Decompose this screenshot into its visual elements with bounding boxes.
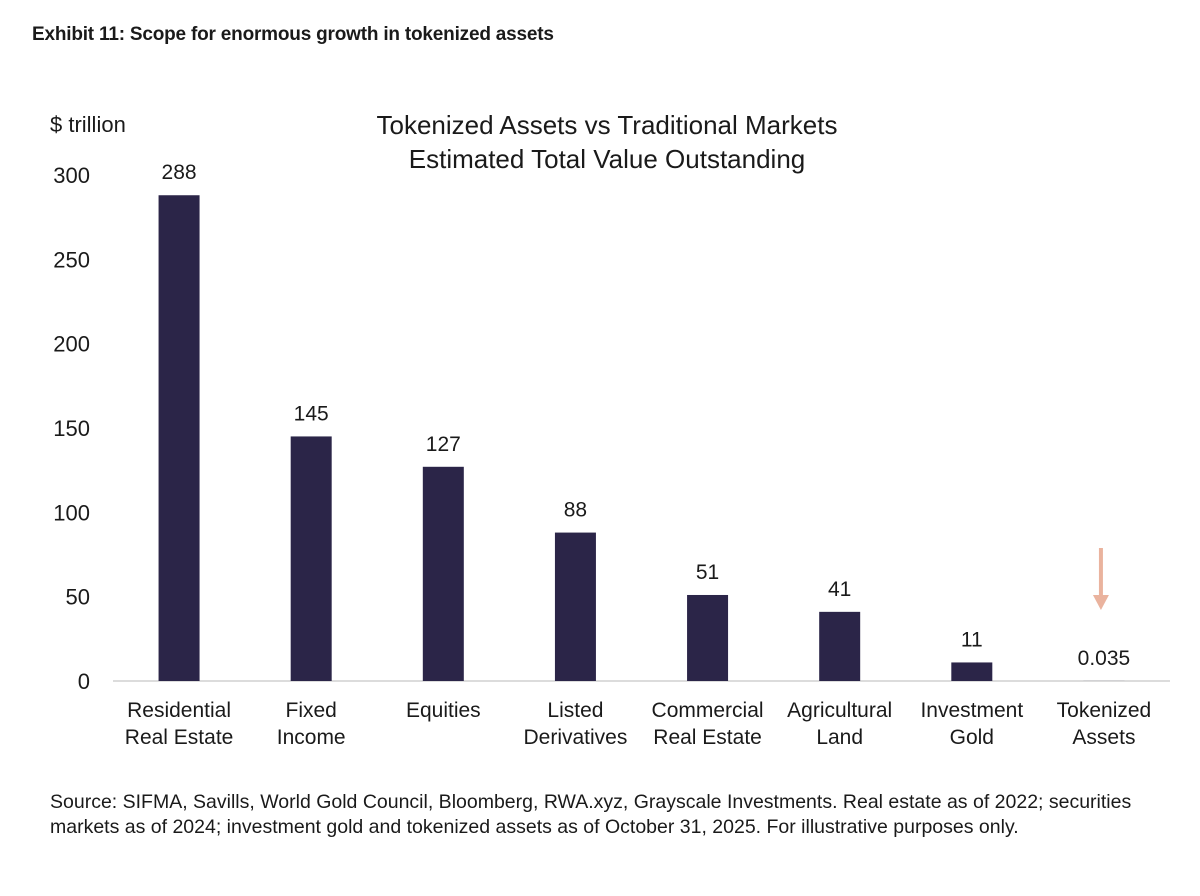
y-tick-label: 250 — [53, 247, 90, 272]
bar-chart: Tokenized Assets vs Traditional Markets E… — [50, 110, 1170, 749]
bar — [951, 662, 993, 681]
bars — [158, 195, 1125, 682]
bar — [422, 466, 464, 681]
y-tick-label: 200 — [53, 332, 90, 357]
data-label: 51 — [696, 561, 719, 584]
exhibit-title: Exhibit 11: Scope for enormous growth in… — [32, 24, 554, 45]
data-label: 0.035 — [1078, 647, 1131, 670]
chart-title-line: Tokenized Assets vs Traditional Markets — [377, 110, 838, 140]
data-label: 88 — [564, 499, 587, 522]
y-tick-label: 100 — [53, 500, 90, 525]
chart-title: Tokenized Assets vs Traditional Markets E… — [377, 110, 838, 174]
x-tick-label: Residential Real Estate — [125, 699, 234, 749]
x-tick-label: Agricultural Land — [787, 699, 892, 749]
annotation-arrow-icon — [1092, 548, 1109, 610]
data-label: 127 — [426, 433, 461, 456]
x-tick-label: Investment Gold — [920, 699, 1023, 749]
x-tick-label: Commercial Real Estate — [652, 699, 764, 749]
x-tick-label: Listed Derivatives — [524, 699, 628, 749]
y-tick-label: 0 — [78, 669, 90, 694]
x-tick-label: Tokenized Assets — [1057, 699, 1152, 749]
bar — [819, 611, 861, 681]
data-label: 288 — [162, 161, 197, 184]
y-axis-label: $ trillion — [50, 112, 126, 137]
chart-title-line: Estimated Total Value Outstanding — [409, 144, 806, 174]
y-axis-ticks: 0 50 100 150 200 250 300 — [53, 163, 90, 694]
data-labels: 288 145 127 88 51 41 11 0.035 — [162, 161, 1131, 670]
x-axis-tick-labels: Residential Real Estate Fixed Income Equitie… — [125, 699, 1151, 749]
x-tick-label: Equities — [406, 699, 481, 722]
data-label: 11 — [961, 628, 983, 651]
bar — [554, 532, 596, 681]
x-tick-label: Fixed Income — [277, 699, 346, 749]
data-label: 145 — [294, 402, 329, 425]
y-tick-label: 150 — [53, 416, 90, 441]
source-note: Source: SIFMA, Savills, World Gold Counc… — [50, 791, 1132, 838]
y-tick-label: 300 — [53, 163, 90, 188]
data-label: 41 — [828, 578, 851, 601]
bar — [290, 436, 332, 681]
y-tick-label: 50 — [66, 585, 90, 610]
bar — [687, 594, 729, 681]
annotation-arrow-head — [1092, 595, 1109, 610]
bar — [158, 195, 200, 682]
